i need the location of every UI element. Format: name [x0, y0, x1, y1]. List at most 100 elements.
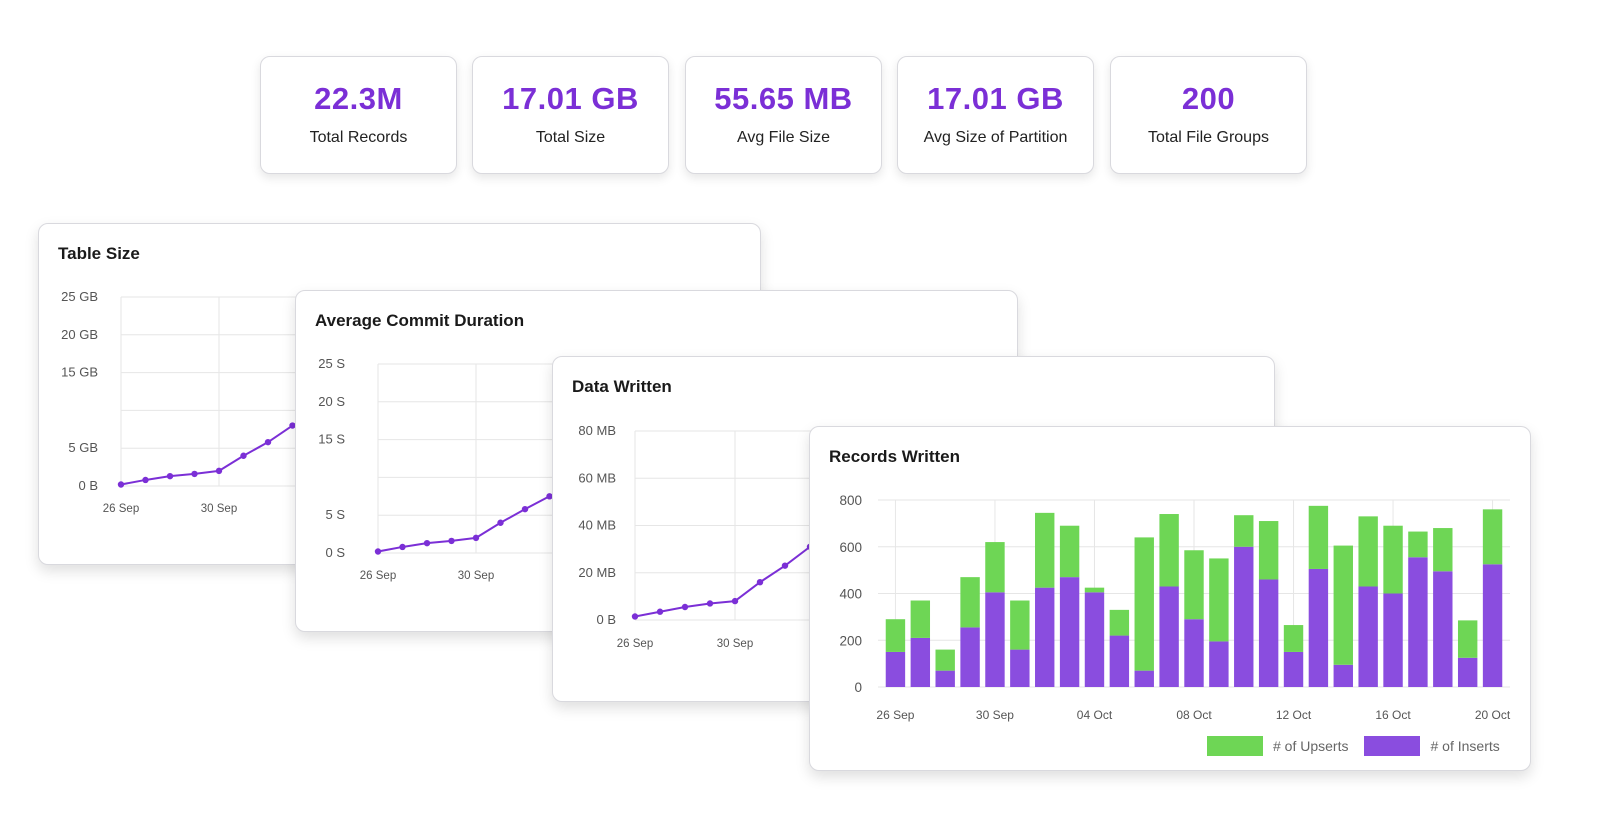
- stat-card: 17.01 GB Total Size: [472, 56, 669, 174]
- stat-value: 17.01 GB: [502, 81, 639, 116]
- bar-inserts: [1333, 664, 1353, 687]
- y-tick-label: 0 B: [78, 478, 98, 493]
- bar-inserts: [1408, 557, 1428, 687]
- data-point: [166, 472, 174, 480]
- x-tick-label: 26 Sep: [360, 570, 396, 582]
- x-tick-label: 16 Oct: [1375, 708, 1411, 722]
- bar-upserts: [1333, 545, 1353, 665]
- data-point: [240, 452, 247, 459]
- data-point: [472, 534, 480, 542]
- y-tick-label: 40 MB: [578, 518, 616, 533]
- data-point: [264, 438, 272, 446]
- bar-upserts: [1283, 625, 1304, 652]
- bar-upserts: [1059, 525, 1080, 578]
- data-point: [142, 476, 149, 484]
- series-line: [120, 424, 294, 486]
- bar-upserts: [1308, 505, 1329, 569]
- y-tick-label: 0 S: [325, 545, 345, 560]
- data-point: [423, 539, 431, 547]
- y-tick-label: 80 MB: [578, 423, 616, 438]
- data-point: [706, 600, 714, 607]
- data-point: [215, 467, 223, 475]
- y-tick-label: 0 B: [596, 612, 616, 627]
- y-tick-label: 20 MB: [578, 565, 616, 580]
- y-tick-label: 20 GB: [61, 327, 98, 342]
- bar-inserts: [1457, 657, 1478, 687]
- bar-inserts: [1482, 564, 1503, 687]
- data-point: [374, 548, 382, 555]
- y-tick-label: 400: [839, 587, 862, 602]
- stat-card: 22.3M Total Records: [260, 56, 457, 174]
- data-point: [521, 505, 529, 513]
- panel-title: Table Size: [58, 244, 140, 263]
- bar-inserts: [985, 592, 1005, 687]
- bar-upserts: [1383, 525, 1403, 594]
- data-point: [756, 579, 764, 586]
- bar-inserts: [1184, 619, 1204, 687]
- legend-label-inserts: # of Inserts: [1430, 738, 1500, 754]
- bar-inserts: [1358, 586, 1378, 687]
- x-tick-label: 26 Sep: [103, 503, 139, 515]
- stat-value: 17.01 GB: [927, 81, 1064, 116]
- x-tick-label: 30 Sep: [976, 708, 1014, 722]
- x-tick-label: 26 Sep: [876, 708, 914, 722]
- bar-upserts: [1184, 550, 1204, 620]
- bar-upserts: [985, 542, 1005, 593]
- stat-label: Total Records: [309, 129, 408, 146]
- x-tick-label: 30 Sep: [717, 638, 753, 650]
- y-tick-label: 800: [839, 493, 862, 508]
- records-written-chart: 0 200 400 600 800 26 Sep 30 Sep 04 Oct 08 Oct 12 …: [839, 493, 1511, 722]
- series-line: [634, 545, 811, 618]
- x-tick-label: 20 Oct: [1475, 708, 1511, 722]
- x-tick-label: 04 Oct: [1077, 708, 1113, 722]
- bar-inserts: [1134, 670, 1154, 687]
- panel-title: Average Commit Duration: [315, 311, 525, 330]
- data-point: [289, 422, 296, 429]
- legend-label-upserts: # of Upserts: [1273, 738, 1349, 754]
- bar-upserts: [1109, 609, 1130, 636]
- bar-upserts: [910, 600, 931, 638]
- bar-upserts: [1408, 531, 1428, 558]
- bar-upserts: [1457, 620, 1478, 658]
- bar-upserts: [1234, 515, 1254, 547]
- data-point: [781, 562, 789, 569]
- bar-upserts: [1134, 537, 1154, 671]
- data-point: [546, 493, 553, 500]
- data-point: [656, 608, 664, 615]
- y-tick-label: 600: [839, 540, 862, 555]
- bar-upserts: [1035, 512, 1055, 588]
- y-tick-label: 0: [854, 680, 862, 695]
- chart-legend: # of Upserts # of Inserts: [1207, 736, 1500, 756]
- bar-inserts: [1010, 649, 1030, 687]
- bar-inserts: [1159, 586, 1179, 687]
- y-tick-label: 60 MB: [578, 470, 616, 485]
- bar-inserts: [1433, 571, 1453, 687]
- x-tick-label: 12 Oct: [1276, 708, 1312, 722]
- y-tick-label: 25 GB: [61, 289, 98, 304]
- data-point: [191, 470, 198, 478]
- data-point: [731, 597, 739, 605]
- stat-value: 55.65 MB: [714, 81, 853, 116]
- bar-inserts: [1283, 651, 1304, 687]
- stat-label: Avg File Size: [736, 129, 831, 146]
- bar-inserts: [1084, 592, 1105, 687]
- bar-inserts: [1209, 641, 1229, 687]
- stat-value: 200: [1181, 81, 1236, 116]
- bar-upserts: [1084, 587, 1105, 593]
- bar-inserts: [1383, 593, 1403, 687]
- bar-inserts: [1258, 579, 1279, 687]
- panel-title: Records Written: [829, 447, 960, 466]
- stat-value: 22.3M: [314, 81, 403, 116]
- bar-inserts: [885, 651, 906, 687]
- data-point: [117, 481, 125, 488]
- bar-inserts: [1308, 568, 1329, 687]
- records-written-panel: Records Written 0 200 400 600 800 26 Sep 30 Se…: [809, 426, 1531, 771]
- bar-upserts: [960, 577, 980, 628]
- data-point: [448, 537, 455, 545]
- bar-upserts: [1010, 600, 1030, 650]
- bar-inserts: [1109, 635, 1130, 687]
- x-tick-label: 30 Sep: [201, 503, 237, 515]
- data-point: [631, 613, 639, 620]
- y-tick-label: 25 S: [318, 356, 345, 371]
- bar-inserts: [910, 637, 931, 687]
